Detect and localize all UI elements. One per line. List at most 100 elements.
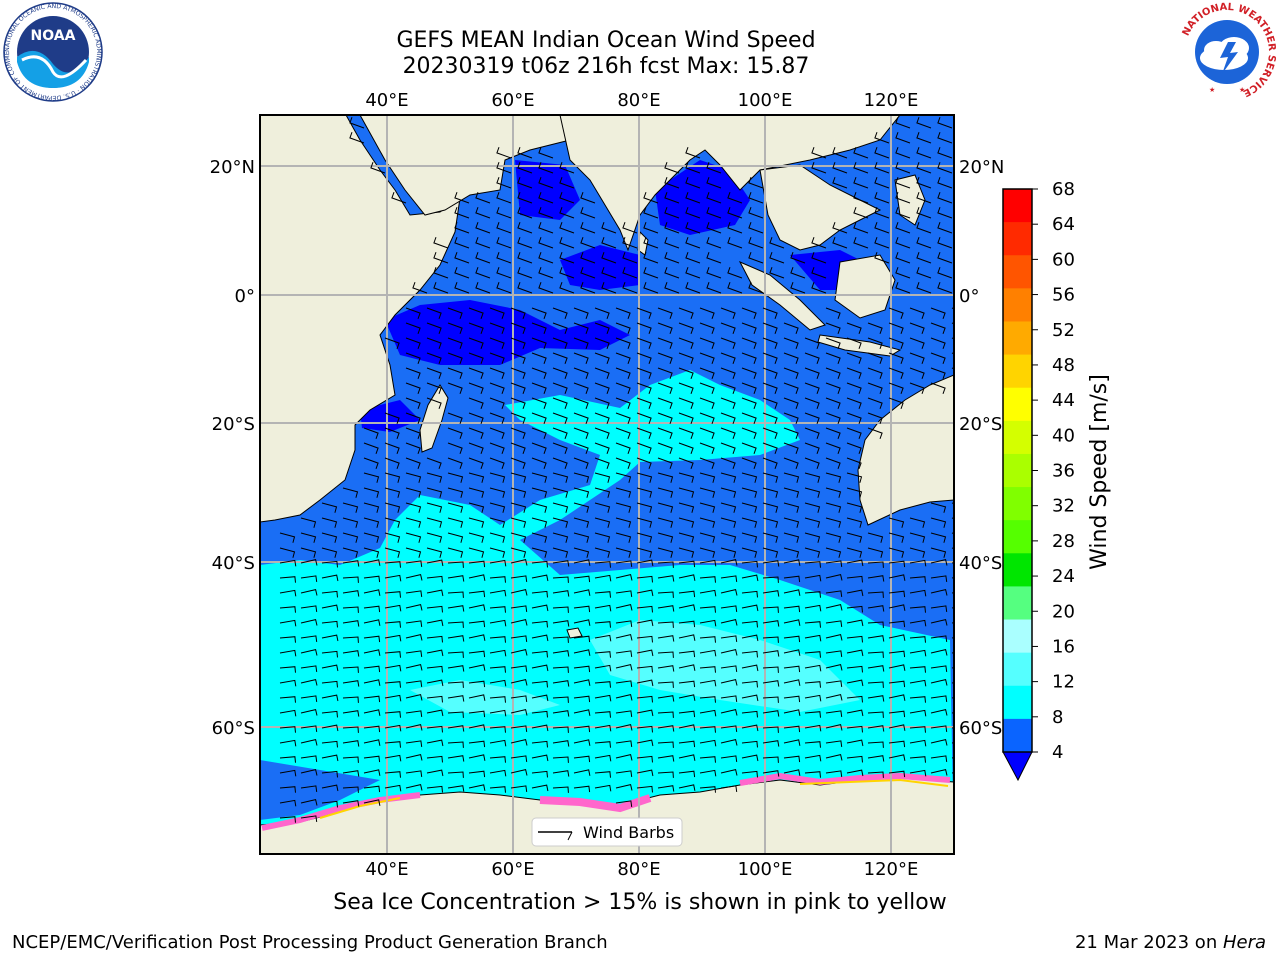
wind-barb bbox=[930, 709, 948, 716]
wind-barb bbox=[741, 634, 759, 642]
wind-barb bbox=[930, 589, 948, 596]
wind-barb bbox=[657, 575, 675, 582]
wind-barb bbox=[363, 532, 380, 543]
wind-barb bbox=[405, 307, 421, 319]
wind-barb bbox=[384, 427, 400, 439]
wind-barb bbox=[594, 664, 612, 672]
wind-barb bbox=[573, 397, 589, 409]
wind-barb bbox=[321, 724, 339, 732]
wind-barb bbox=[678, 724, 696, 731]
wind-base-south-band bbox=[260, 760, 380, 820]
wind-barb bbox=[601, 252, 617, 264]
wind-barb bbox=[825, 442, 841, 454]
wind-barb bbox=[867, 635, 885, 642]
wind-barb bbox=[867, 532, 884, 543]
wind-barb bbox=[762, 636, 779, 643]
wind-barb bbox=[552, 666, 569, 673]
wind-barb bbox=[342, 606, 359, 613]
wind-barb bbox=[468, 427, 484, 439]
wind-barb bbox=[727, 222, 743, 234]
wind-barb bbox=[496, 267, 512, 279]
wind-barb bbox=[573, 665, 591, 673]
wind-barb bbox=[433, 267, 449, 279]
wind-barb bbox=[615, 680, 633, 687]
wind-barb bbox=[559, 237, 575, 249]
wind-barb bbox=[825, 724, 843, 731]
wind-barb bbox=[825, 754, 843, 761]
wind-barb bbox=[741, 412, 757, 424]
wind-barb bbox=[811, 162, 827, 174]
wind-barb bbox=[447, 442, 463, 454]
wind-barb bbox=[573, 649, 591, 656]
wind-barb bbox=[937, 207, 953, 219]
wind-barb bbox=[685, 252, 701, 264]
wind-barb bbox=[552, 726, 569, 733]
wind-barb bbox=[405, 472, 422, 483]
wind-barb bbox=[615, 710, 633, 717]
wind-barb bbox=[594, 634, 612, 642]
wind-barb bbox=[741, 352, 757, 364]
wind-barb bbox=[300, 679, 318, 686]
wind-barb bbox=[552, 680, 570, 687]
wind-barb bbox=[720, 532, 737, 543]
wind-barb bbox=[468, 367, 484, 379]
wind-barb bbox=[741, 502, 758, 513]
wind-barb bbox=[699, 307, 715, 319]
colorbar-swatch bbox=[1003, 321, 1032, 356]
wind-barb bbox=[832, 222, 848, 234]
wind-barb bbox=[384, 634, 402, 642]
wind-barb bbox=[615, 397, 631, 409]
wind-barb bbox=[552, 307, 568, 319]
wind-barb bbox=[636, 442, 652, 454]
wind-barb bbox=[832, 162, 848, 174]
wind-barb bbox=[615, 694, 633, 701]
wind-barb bbox=[678, 532, 695, 543]
wind-barb bbox=[447, 741, 464, 748]
wind-barb bbox=[769, 237, 785, 249]
wind-barb bbox=[783, 695, 801, 703]
wind-barb bbox=[720, 322, 736, 334]
wind-barb bbox=[363, 502, 380, 513]
wind-barb bbox=[699, 397, 715, 409]
wind-barb bbox=[888, 517, 905, 528]
wind-barb bbox=[594, 784, 612, 792]
wind-barb bbox=[888, 724, 906, 731]
wind-barb bbox=[559, 207, 575, 219]
wind-barb bbox=[804, 681, 821, 688]
wind-barb bbox=[573, 709, 591, 716]
wind-barb bbox=[678, 664, 696, 671]
wind-barb bbox=[426, 397, 442, 409]
wind-barb bbox=[657, 547, 674, 558]
wind-barb bbox=[552, 560, 570, 567]
wind-barb bbox=[846, 619, 864, 627]
wind-barb bbox=[783, 725, 801, 733]
wind-barb bbox=[279, 786, 296, 793]
wind-barb bbox=[748, 207, 764, 219]
colorbar-swatch bbox=[1003, 222, 1032, 256]
wind-barb bbox=[895, 252, 911, 264]
wind-barb bbox=[489, 786, 506, 793]
wind-barb bbox=[825, 352, 841, 364]
colorbar-swatch bbox=[1003, 553, 1032, 587]
wind-barb bbox=[426, 457, 442, 469]
wind-barb bbox=[573, 502, 590, 513]
wind-barb bbox=[468, 710, 486, 718]
wind-barb bbox=[643, 252, 659, 264]
wind-barb bbox=[636, 575, 653, 583]
wind-barb bbox=[426, 559, 444, 567]
wind-barb bbox=[748, 252, 764, 264]
wind-barb bbox=[678, 634, 696, 641]
wind-barb bbox=[573, 427, 589, 439]
wind-barb bbox=[846, 725, 863, 733]
wind-barb bbox=[342, 547, 359, 558]
wind-barb bbox=[888, 620, 906, 628]
wind-barb bbox=[552, 487, 569, 498]
wind-calm-zone-1 bbox=[385, 300, 630, 365]
wind-barb bbox=[531, 352, 547, 364]
wind-barb bbox=[426, 619, 444, 627]
wind-barb bbox=[300, 799, 318, 806]
wind-barb bbox=[825, 770, 843, 777]
wind-barb bbox=[741, 517, 758, 528]
wind-barb bbox=[699, 666, 716, 673]
wind-barb bbox=[405, 532, 422, 543]
